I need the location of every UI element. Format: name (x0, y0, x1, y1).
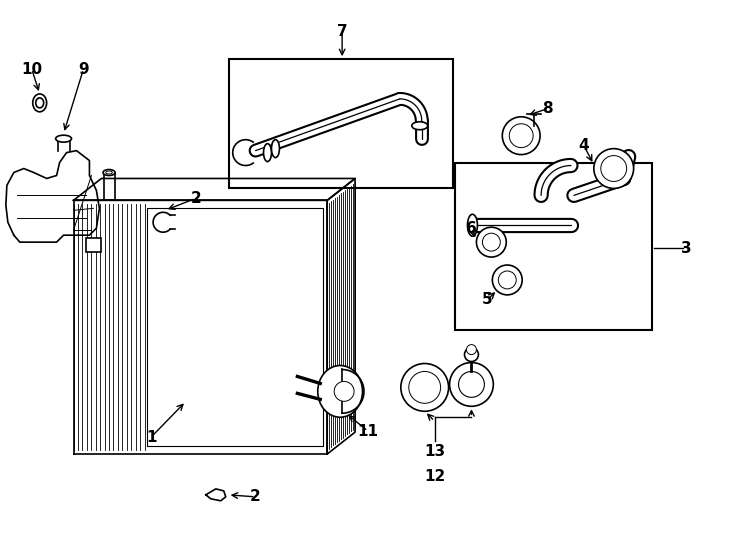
Text: 12: 12 (424, 469, 446, 484)
Text: 5: 5 (482, 292, 493, 307)
Circle shape (502, 117, 540, 154)
Text: 7: 7 (337, 24, 347, 39)
Text: 9: 9 (78, 62, 89, 77)
Circle shape (449, 362, 493, 406)
Ellipse shape (318, 366, 363, 417)
Text: 8: 8 (542, 102, 553, 116)
Text: 4: 4 (578, 138, 589, 153)
Ellipse shape (272, 140, 280, 158)
Text: 3: 3 (681, 241, 691, 255)
Circle shape (401, 363, 448, 411)
Circle shape (493, 265, 522, 295)
Ellipse shape (103, 170, 115, 176)
Circle shape (482, 233, 501, 251)
Text: 10: 10 (21, 62, 43, 77)
Circle shape (498, 271, 516, 289)
Ellipse shape (468, 214, 477, 236)
Circle shape (509, 124, 533, 147)
Circle shape (465, 348, 479, 361)
Text: 11: 11 (357, 424, 379, 438)
Circle shape (459, 372, 484, 397)
Circle shape (467, 345, 476, 355)
Circle shape (594, 148, 633, 188)
Text: 2: 2 (191, 191, 201, 206)
Text: 2: 2 (250, 489, 261, 504)
Text: 13: 13 (424, 443, 446, 458)
Text: 6: 6 (466, 221, 477, 236)
Bar (229, 59, 453, 188)
Bar (87, 238, 101, 252)
Circle shape (334, 381, 354, 401)
Ellipse shape (412, 122, 428, 130)
Ellipse shape (33, 94, 47, 112)
Ellipse shape (264, 144, 272, 161)
Circle shape (601, 156, 627, 181)
Circle shape (409, 372, 440, 403)
Ellipse shape (36, 98, 43, 108)
Text: 1: 1 (146, 430, 156, 444)
Circle shape (476, 227, 506, 257)
Ellipse shape (56, 135, 71, 142)
Bar (454, 163, 652, 330)
